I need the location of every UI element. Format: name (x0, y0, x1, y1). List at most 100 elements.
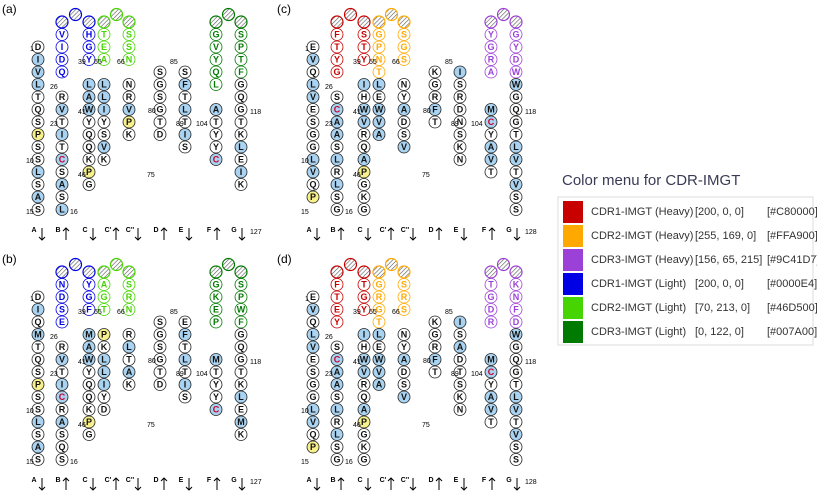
strand-label: C'' (401, 477, 410, 484)
residue-circle (122, 378, 136, 391)
residue-circle (178, 365, 192, 379)
residue-circle (178, 328, 192, 341)
residue-circle (82, 365, 96, 379)
residue: Y (361, 304, 367, 314)
residue: Y (488, 379, 494, 389)
residue-circle (55, 353, 69, 366)
strand-label: A (31, 227, 36, 234)
residue-circle (55, 28, 69, 41)
residue-circle (55, 203, 69, 216)
residue-circle (97, 278, 111, 291)
residue: W (512, 329, 521, 339)
residue: A (35, 442, 42, 452)
residue: I (459, 67, 462, 77)
strand-arrowhead (62, 227, 70, 232)
residue-circle (306, 65, 320, 79)
residue-circle (330, 103, 344, 116)
residue: L (213, 79, 219, 89)
residue-circle (372, 65, 386, 79)
residue: C (334, 104, 341, 114)
loop-residue (397, 15, 411, 29)
residue: S (401, 129, 407, 139)
strand-arrowhead (337, 477, 345, 482)
residue: T (238, 367, 244, 377)
strand-label: C (357, 227, 362, 234)
residue-circle (397, 328, 411, 341)
residue: A (334, 117, 341, 127)
residue: R (376, 292, 383, 302)
residue: V (401, 392, 407, 402)
residue-circle (234, 365, 248, 379)
residue-circle (484, 53, 498, 66)
residue: A (488, 392, 495, 402)
residue-circle (330, 90, 344, 104)
residue: K (361, 192, 368, 202)
loop-residue (343, 7, 358, 22)
position-number: 39 (353, 59, 361, 66)
residue: F (182, 79, 188, 89)
residue: M (487, 104, 495, 114)
strand-label: B (330, 227, 335, 234)
residue: E (376, 92, 382, 102)
position-number: 75 (422, 172, 430, 179)
residue: R (488, 54, 495, 64)
residue: G (237, 354, 244, 364)
residue-circle (428, 340, 442, 354)
position-number: 89 (451, 371, 459, 378)
residue-circle (484, 303, 498, 316)
residue-circle (55, 390, 69, 404)
residue: K (238, 129, 245, 139)
residue-circle (234, 353, 248, 366)
residue: G (309, 379, 316, 389)
residue: P (238, 292, 244, 302)
residue-circle (306, 40, 320, 54)
residue-circle (55, 178, 69, 191)
panel: (a)DIVLTQSPSSLSASVIDQRVTITCSASLHGYLAWYQQ… (2, 2, 262, 241)
strand-arrowhead (38, 486, 46, 491)
residue: M (487, 354, 495, 364)
loop-residue (484, 15, 498, 29)
residue-circle (484, 128, 498, 141)
strand-label: C (82, 477, 87, 484)
residue-circle (55, 403, 69, 416)
residue-circle (357, 40, 371, 54)
residue-circle (55, 153, 69, 166)
residue: Y (334, 317, 340, 327)
residue: G (100, 292, 107, 302)
residue: S (157, 92, 163, 102)
residue-circle (209, 103, 223, 116)
residue-circle (97, 390, 111, 404)
residue: V (59, 354, 65, 364)
residue-circle (428, 365, 442, 379)
residue-circle (209, 278, 223, 291)
residue-circle (234, 303, 248, 316)
residue-circle (484, 315, 498, 329)
residue: P (101, 329, 107, 339)
residue: T (513, 129, 519, 139)
residue: K (126, 129, 133, 139)
residue: T (182, 367, 188, 377)
residue: P (213, 317, 219, 327)
residue-circle (330, 128, 344, 141)
residue-circle (122, 328, 136, 341)
residue: C (213, 404, 220, 414)
loop-residue (122, 15, 136, 29)
residue: F (182, 329, 188, 339)
residue: W (512, 67, 521, 77)
residue: V (310, 54, 316, 64)
residue: T (513, 167, 519, 177)
residue-circle (372, 53, 386, 66)
residue: L (334, 429, 340, 439)
residue-circle (97, 78, 111, 91)
residue-circle (209, 303, 223, 316)
residue: T (513, 417, 519, 427)
residue-circle (178, 315, 192, 329)
strand-label: C'' (126, 227, 135, 234)
legend-name: CDR1-IMGT (Heavy) (591, 206, 693, 218)
residue-circle (397, 365, 411, 379)
residue-circle (509, 315, 523, 329)
residue-circle (453, 115, 467, 129)
strand-label: C' (105, 227, 112, 234)
strand-arrowhead (488, 477, 496, 482)
residue-circle (397, 103, 411, 116)
